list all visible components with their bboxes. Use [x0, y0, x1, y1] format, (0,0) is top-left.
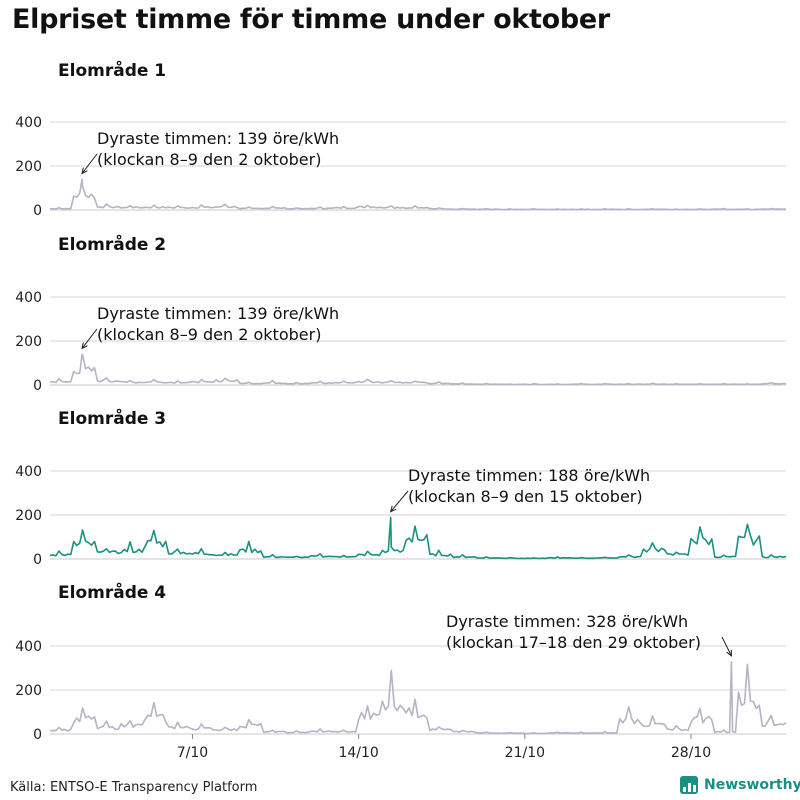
panel-3: Elområde 3 0 200 400 Dyraste timmen: 188 öre… — [15, 407, 787, 568]
annotation-text-line1: Dyraste timmen: 328 öre/kWh — [446, 612, 688, 631]
annotation-arrowhead — [726, 649, 732, 657]
annotation-text-line2: (klockan 8–9 den 2 oktober) — [97, 325, 321, 344]
y-tick-label: 200 — [15, 508, 42, 524]
y-tick-label: 200 — [15, 159, 42, 175]
panel-1: Elområde 1 0 200 400 Dyraste timmen: 139 öre… — [15, 59, 786, 219]
y-tick-label: 400 — [15, 639, 42, 655]
annotation-text-line1: Dyraste timmen: 188 öre/kWh — [408, 466, 650, 485]
panel-heading: Elområde 2 — [58, 233, 166, 255]
panel-4: Elområde 4 0 200 400 Dyraste timmen: 328 öre… — [15, 581, 787, 761]
annotation-text-line1: Dyraste timmen: 139 öre/kWh — [97, 304, 339, 323]
annotation-arrow — [81, 328, 98, 349]
y-tick-label: 0 — [33, 727, 42, 743]
y-tick-label: 0 — [33, 552, 42, 568]
x-tick-label: 21/10 — [505, 745, 545, 761]
source-note: Källa: ENTSO-E Transparency Platform — [10, 780, 258, 795]
annotation-text-line2: (klockan 8–9 den 15 oktober) — [408, 487, 643, 506]
annotation-text-line2: (klockan 8–9 den 2 oktober) — [97, 150, 321, 169]
y-tick-label: 400 — [15, 464, 42, 480]
annotation-text-line2: (klockan 17–18 den 29 oktober) — [446, 633, 701, 652]
x-tick-label: 28/10 — [671, 745, 711, 761]
panel-heading: Elområde 4 — [58, 581, 166, 603]
panel-heading: Elområde 1 — [58, 59, 166, 81]
brand: Newsworthy — [680, 776, 800, 794]
y-tick-label: 200 — [15, 334, 42, 350]
annotation-arrowhead — [389, 505, 397, 513]
annotation-arrowhead — [81, 167, 88, 175]
annotation-arrow — [81, 153, 98, 174]
chart-title: Elpriset timme för timme under oktober — [12, 4, 610, 35]
y-tick-label: 400 — [15, 115, 42, 131]
brand-name: Newsworthy — [704, 777, 800, 793]
x-tick-label: 14/10 — [338, 745, 378, 761]
y-tick-label: 0 — [33, 378, 42, 394]
panel-heading: Elområde 3 — [58, 407, 166, 429]
y-tick-label: 200 — [15, 683, 42, 699]
series-line — [49, 178, 786, 211]
newsworthy-logo-icon — [680, 776, 698, 794]
annotation-arrow — [721, 636, 732, 657]
y-tick-label: 0 — [33, 203, 42, 219]
y-tick-label: 400 — [15, 290, 42, 306]
annotation-text-line1: Dyraste timmen: 139 öre/kWh — [97, 129, 339, 148]
annotation-arrow — [390, 490, 409, 512]
series-line — [49, 516, 787, 560]
series-line — [49, 661, 787, 735]
x-tick-label: 7/10 — [177, 745, 208, 761]
series-line — [50, 353, 787, 386]
annotation-arrowhead — [81, 342, 88, 350]
panel-2: Elområde 2 0 200 400 Dyraste timmen: 139 öre… — [15, 233, 787, 394]
